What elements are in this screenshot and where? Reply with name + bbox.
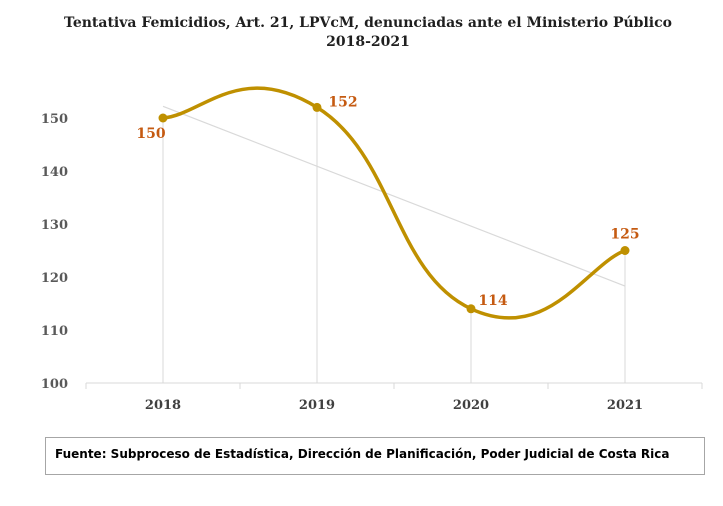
data-point-2018	[158, 113, 168, 123]
y-tick-label-130: 130	[41, 218, 68, 233]
data-label-2019: 152	[328, 94, 357, 110]
y-tick-label-150: 150	[41, 112, 68, 127]
data-label-2018: 150	[136, 126, 165, 142]
data-point-2020	[466, 304, 476, 314]
chart-title: Tentativa Femicidios, Art. 21, LPVcM, de…	[0, 14, 723, 52]
trendline	[162, 105, 626, 287]
x-tick-label-2021: 2021	[607, 398, 643, 413]
x-tick-label-2020: 2020	[453, 398, 489, 413]
data-point-2019	[312, 102, 322, 112]
chart-title-line-1: Tentativa Femicidios, Art. 21, LPVcM, de…	[64, 15, 672, 31]
data-point-2021	[620, 246, 630, 255]
series-line	[161, 86, 627, 320]
line-chart: 100 110 120 130 140 150 150 152 114 125 2018 2019 20…	[41, 86, 703, 413]
x-tick-label-2019: 2019	[299, 398, 335, 413]
y-tick-label-120: 120	[41, 271, 68, 286]
source-note: Fuente: Subproceso de Estadística, Direc…	[45, 437, 705, 475]
data-label-2021: 125	[610, 227, 639, 243]
y-tick-label-100: 100	[41, 377, 68, 392]
y-tick-label-110: 110	[41, 324, 68, 339]
x-tick-label-2018: 2018	[145, 398, 181, 413]
chart-title-line-2: 2018-2021	[326, 34, 410, 50]
y-tick-label-140: 140	[41, 165, 68, 180]
data-label-2020: 114	[478, 293, 507, 309]
